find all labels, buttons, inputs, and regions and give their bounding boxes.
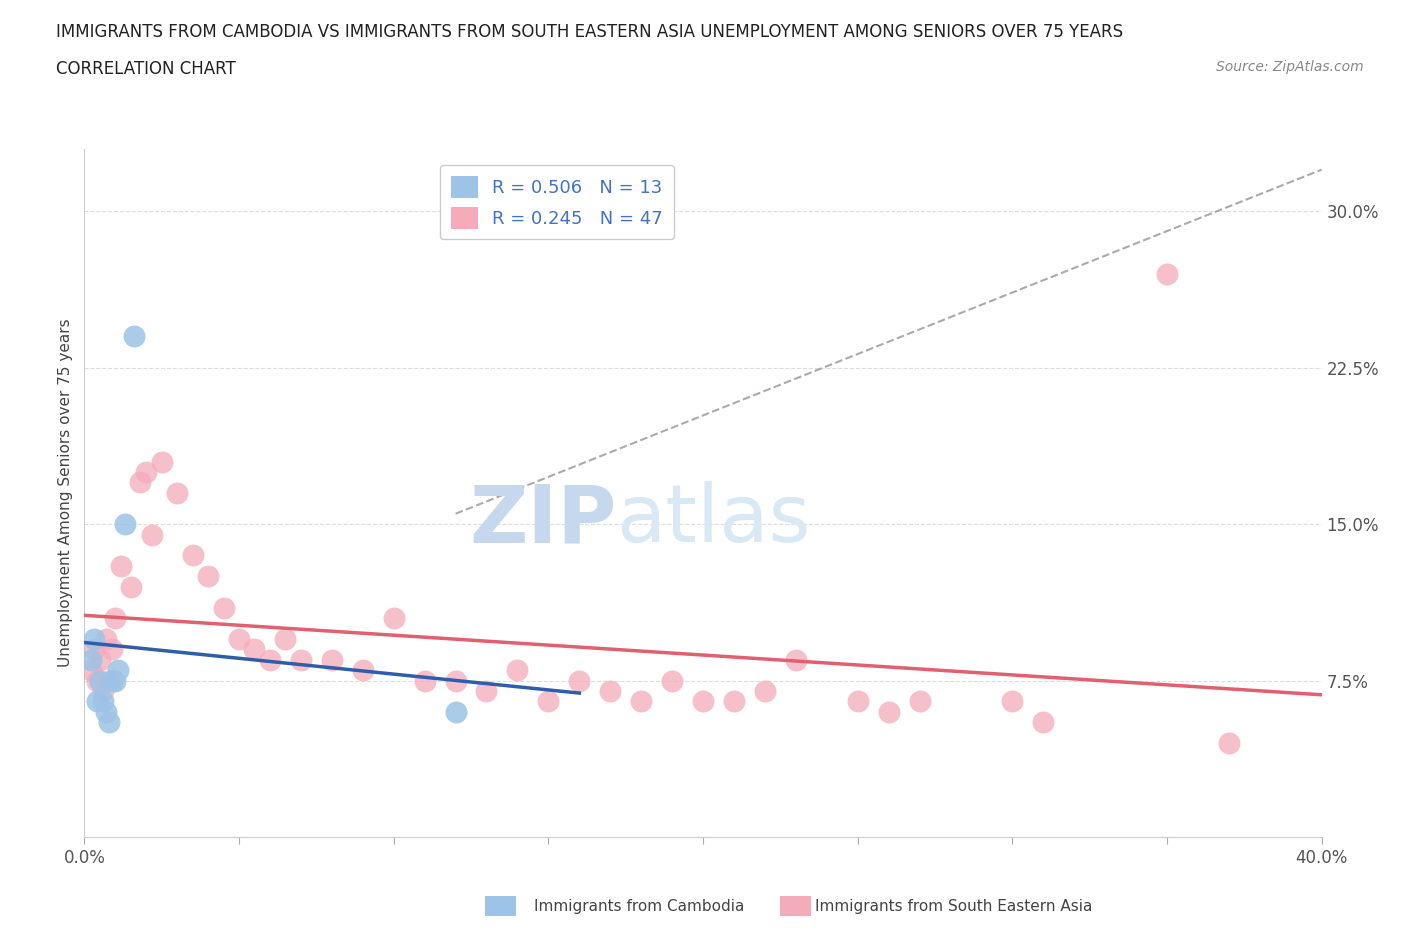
Point (506, 663, 529, 678)
Point (352, 663, 374, 678)
Point (475, 684, 498, 698)
Point (692, 694, 714, 709)
Point (444, 673, 467, 688)
Point (86, 673, 108, 688)
Point (89, 673, 111, 688)
Point (107, 663, 129, 678)
Point (382, 611, 405, 626)
Y-axis label: Unemployment Among Seniors over 75 years: Unemployment Among Seniors over 75 years (58, 319, 73, 667)
Point (98, 673, 121, 688)
Point (101, 673, 124, 688)
Point (1001, 694, 1024, 709)
Point (321, 652, 343, 667)
Point (91, 684, 114, 698)
Point (94, 704, 117, 719)
Point (122, 329, 145, 344)
Text: Immigrants from South Eastern Asia: Immigrants from South Eastern Asia (815, 899, 1092, 914)
Point (91, 694, 114, 709)
Point (120, 579, 142, 594)
Point (1032, 715, 1054, 730)
Point (259, 652, 281, 667)
Legend: R = 0.506   N = 13, R = 0.245   N = 47: R = 0.506 N = 13, R = 0.245 N = 47 (440, 165, 673, 239)
Point (785, 652, 807, 667)
Point (568, 673, 591, 688)
Text: Source: ZipAtlas.com: Source: ZipAtlas.com (1216, 60, 1364, 74)
Point (94, 631, 117, 646)
Point (89, 652, 111, 667)
Point (141, 527, 163, 542)
Point (537, 694, 560, 709)
Point (243, 642, 266, 657)
Text: Immigrants from Cambodia: Immigrants from Cambodia (534, 899, 745, 914)
Point (599, 684, 621, 698)
Point (212, 600, 235, 615)
Point (110, 558, 132, 573)
Point (181, 548, 204, 563)
Point (661, 673, 683, 688)
Point (101, 642, 124, 657)
Point (908, 694, 931, 709)
Point (79, 652, 101, 667)
Point (104, 673, 127, 688)
Point (754, 684, 776, 698)
Point (83, 642, 105, 657)
Point (104, 611, 127, 626)
Point (83, 631, 105, 646)
Point (413, 673, 436, 688)
Text: ZIP: ZIP (470, 482, 616, 560)
Point (150, 454, 173, 469)
Point (114, 517, 136, 532)
Text: IMMIGRANTS FROM CAMBODIA VS IMMIGRANTS FROM SOUTH EASTERN ASIA UNEMPLOYMENT AMON: IMMIGRANTS FROM CAMBODIA VS IMMIGRANTS F… (56, 23, 1123, 41)
Point (877, 704, 900, 719)
Point (444, 704, 467, 719)
Point (290, 652, 312, 667)
Point (274, 631, 297, 646)
Point (228, 631, 250, 646)
Point (846, 694, 869, 709)
Point (197, 569, 219, 584)
Point (79, 663, 101, 678)
Text: CORRELATION CHART: CORRELATION CHART (56, 60, 236, 78)
Point (129, 475, 152, 490)
Point (1156, 267, 1178, 282)
Point (630, 694, 652, 709)
Point (166, 485, 188, 500)
Point (1218, 736, 1240, 751)
Point (86, 694, 108, 709)
Point (98, 715, 121, 730)
Text: atlas: atlas (616, 482, 811, 560)
Point (723, 694, 745, 709)
Point (135, 465, 157, 480)
